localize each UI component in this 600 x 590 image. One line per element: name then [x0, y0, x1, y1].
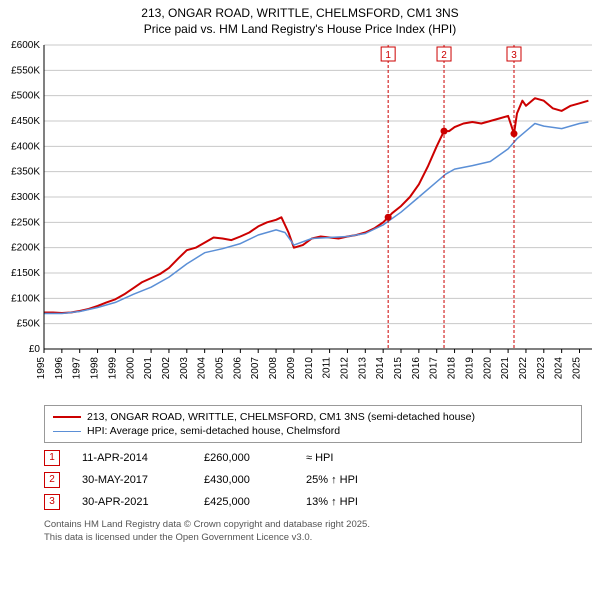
- y-tick-label: £50K: [17, 319, 41, 330]
- legend-row: HPI: Average price, semi-detached house,…: [53, 424, 573, 438]
- x-tick-label: 2022: [518, 357, 529, 380]
- x-tick-label: 2002: [161, 357, 172, 380]
- y-tick-label: £600K: [11, 40, 40, 51]
- chart-container: 213, ONGAR ROAD, WRITTLE, CHELMSFORD, CM…: [0, 0, 600, 544]
- x-tick-label: 1999: [107, 357, 118, 380]
- y-tick-label: £300K: [11, 192, 40, 203]
- x-tick-label: 2014: [375, 357, 386, 380]
- sale-marker: 2: [44, 472, 60, 488]
- x-tick-label: 2021: [500, 357, 511, 380]
- x-tick-label: 2007: [250, 357, 261, 380]
- y-tick-label: £0: [29, 344, 41, 355]
- sale-row: 3 30-APR-2021 £425,000 13% ↑ HPI: [44, 491, 582, 513]
- sale-marker: 1: [44, 450, 60, 466]
- sale-marker-num: 2: [441, 50, 447, 61]
- x-tick-label: 2006: [232, 357, 243, 380]
- sale-rel-hpi: 25% ↑ HPI: [306, 474, 416, 486]
- sale-row: 1 11-APR-2014 £260,000 ≈ HPI: [44, 447, 582, 469]
- y-tick-label: £350K: [11, 167, 40, 178]
- title-line-1: 213, ONGAR ROAD, WRITTLE, CHELMSFORD, CM…: [8, 6, 592, 22]
- sale-marker: 3: [44, 494, 60, 510]
- sales-table: 1 11-APR-2014 £260,000 ≈ HPI 2 30-MAY-2017 £43…: [44, 447, 582, 513]
- sale-price: £430,000: [204, 474, 284, 486]
- y-tick-label: £150K: [11, 268, 40, 279]
- x-tick-label: 2010: [304, 357, 315, 380]
- x-tick-label: 2024: [554, 357, 565, 380]
- x-tick-label: 2009: [286, 357, 297, 380]
- footer-line-2: This data is licensed under the Open Gov…: [44, 532, 582, 544]
- y-tick-label: £400K: [11, 142, 40, 153]
- legend-row: 213, ONGAR ROAD, WRITTLE, CHELMSFORD, CM…: [53, 410, 573, 424]
- y-tick-label: £450K: [11, 116, 40, 127]
- x-tick-label: 2000: [125, 357, 136, 380]
- chart-svg: £0 £50K £100K £150K £200K £250K £300K £350K £400…: [0, 39, 600, 399]
- x-tick-label: 1995: [36, 357, 47, 380]
- x-tick-label: 2001: [143, 357, 154, 380]
- x-tick-label: 2023: [536, 357, 547, 380]
- sale-marker-num: 1: [385, 50, 391, 61]
- x-tick-label: 1996: [54, 357, 65, 380]
- plot-area: £0 £50K £100K £150K £200K £250K £300K £350K £400…: [0, 39, 600, 399]
- legend: 213, ONGAR ROAD, WRITTLE, CHELMSFORD, CM…: [44, 405, 582, 443]
- x-tick-label: 2008: [268, 357, 279, 380]
- y-tick-label: £200K: [11, 243, 40, 254]
- sale-rel-hpi: ≈ HPI: [306, 452, 416, 464]
- sale-dot: [385, 214, 392, 221]
- x-tick-label: 2019: [464, 357, 475, 380]
- sale-date: 30-MAY-2017: [82, 474, 182, 486]
- x-tick-label: 2012: [339, 357, 350, 380]
- footer: Contains HM Land Registry data © Crown c…: [44, 519, 582, 544]
- x-tick-label: 2015: [393, 357, 404, 380]
- sale-price: £425,000: [204, 496, 284, 508]
- title-block: 213, ONGAR ROAD, WRITTLE, CHELMSFORD, CM…: [0, 0, 600, 39]
- x-tick-label: 2016: [411, 357, 422, 380]
- title-line-2: Price paid vs. HM Land Registry's House …: [8, 22, 592, 38]
- legend-swatch: [53, 431, 81, 432]
- x-tick-label: 2011: [322, 357, 333, 379]
- sale-date: 30-APR-2021: [82, 496, 182, 508]
- sale-rel-hpi: 13% ↑ HPI: [306, 496, 416, 508]
- x-tick-label: 2005: [215, 357, 226, 380]
- x-tick-label: 2017: [429, 357, 440, 380]
- y-tick-label: £250K: [11, 218, 40, 229]
- sale-row: 2 30-MAY-2017 £430,000 25% ↑ HPI: [44, 469, 582, 491]
- y-tick-label: £100K: [11, 294, 40, 305]
- sale-marker-num: 3: [511, 50, 517, 61]
- legend-swatch: [53, 416, 81, 418]
- x-tick-label: 2013: [357, 357, 368, 380]
- y-tick-label: £550K: [11, 66, 40, 77]
- y-tick-label: £500K: [11, 91, 40, 102]
- legend-label: 213, ONGAR ROAD, WRITTLE, CHELMSFORD, CM…: [87, 411, 475, 423]
- x-tick-label: 2003: [179, 357, 190, 380]
- x-tick-label: 2018: [447, 357, 458, 380]
- sale-dot: [441, 128, 448, 135]
- x-tick-label: 2004: [197, 357, 208, 380]
- x-tick-label: 1997: [72, 357, 83, 380]
- x-tick-label: 2020: [482, 357, 493, 380]
- footer-line-1: Contains HM Land Registry data © Crown c…: [44, 519, 582, 531]
- sale-price: £260,000: [204, 452, 284, 464]
- x-tick-label: 1998: [90, 357, 101, 380]
- x-tick-label: 2025: [572, 357, 583, 380]
- sale-date: 11-APR-2014: [82, 452, 182, 464]
- legend-label: HPI: Average price, semi-detached house,…: [87, 425, 340, 437]
- sale-dot: [510, 130, 517, 137]
